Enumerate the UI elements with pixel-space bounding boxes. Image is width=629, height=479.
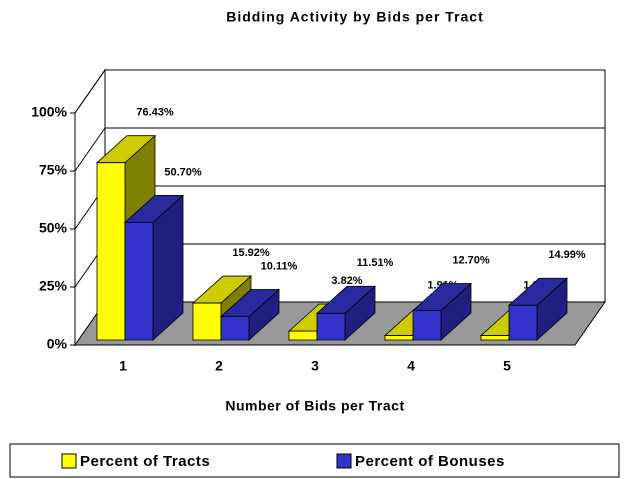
- x-tick-label: 2: [215, 358, 223, 374]
- bar: [315, 285, 377, 341]
- chart-title: Bidding Activity by Bids per Tract: [226, 9, 484, 25]
- value-label: 10.11%: [261, 260, 298, 272]
- value-label: 50.70%: [164, 166, 202, 178]
- bar-front: [508, 304, 538, 341]
- y-tick-label: 100%: [31, 104, 67, 120]
- x-tick-label: 5: [503, 358, 511, 374]
- bar-front: [192, 302, 222, 341]
- value-label: 76.43%: [136, 107, 174, 119]
- x-tick-label: 3: [311, 358, 319, 374]
- y-tick-label: 0%: [47, 336, 68, 352]
- legend-swatch: [336, 453, 352, 469]
- x-tick-label: 1: [119, 358, 127, 374]
- bar-front: [124, 221, 154, 341]
- bar-front: [384, 335, 414, 341]
- bar-front: [316, 312, 346, 341]
- bar-front: [96, 162, 126, 341]
- grid-line: [74, 127, 106, 172]
- bar-front: [412, 310, 442, 341]
- bar: [507, 277, 569, 341]
- bar: [219, 288, 281, 341]
- y-tick-label: 75%: [39, 162, 68, 178]
- legend-label: Percent of Bonuses: [355, 453, 505, 470]
- value-label: 11.51%: [357, 257, 394, 269]
- x-tick-label: 4: [407, 358, 415, 374]
- legend-swatch: [61, 453, 77, 469]
- legend-box: [9, 443, 620, 478]
- bar-front: [220, 316, 250, 341]
- value-label: 15.92%: [232, 247, 270, 259]
- value-label: 14.99%: [548, 249, 586, 261]
- grid-line: [74, 69, 106, 114]
- bar: [123, 194, 185, 341]
- legend-label: Percent of Tracts: [80, 453, 210, 470]
- x-axis-title: Number of Bids per Tract: [225, 398, 404, 414]
- value-label: 3.82%: [331, 275, 362, 287]
- bar-front: [288, 330, 318, 341]
- bar-front: [480, 335, 510, 341]
- y-tick-label: 25%: [39, 278, 68, 294]
- value-label: 12.70%: [452, 254, 490, 266]
- y-tick-label: 50%: [39, 220, 68, 236]
- bar: [411, 282, 473, 341]
